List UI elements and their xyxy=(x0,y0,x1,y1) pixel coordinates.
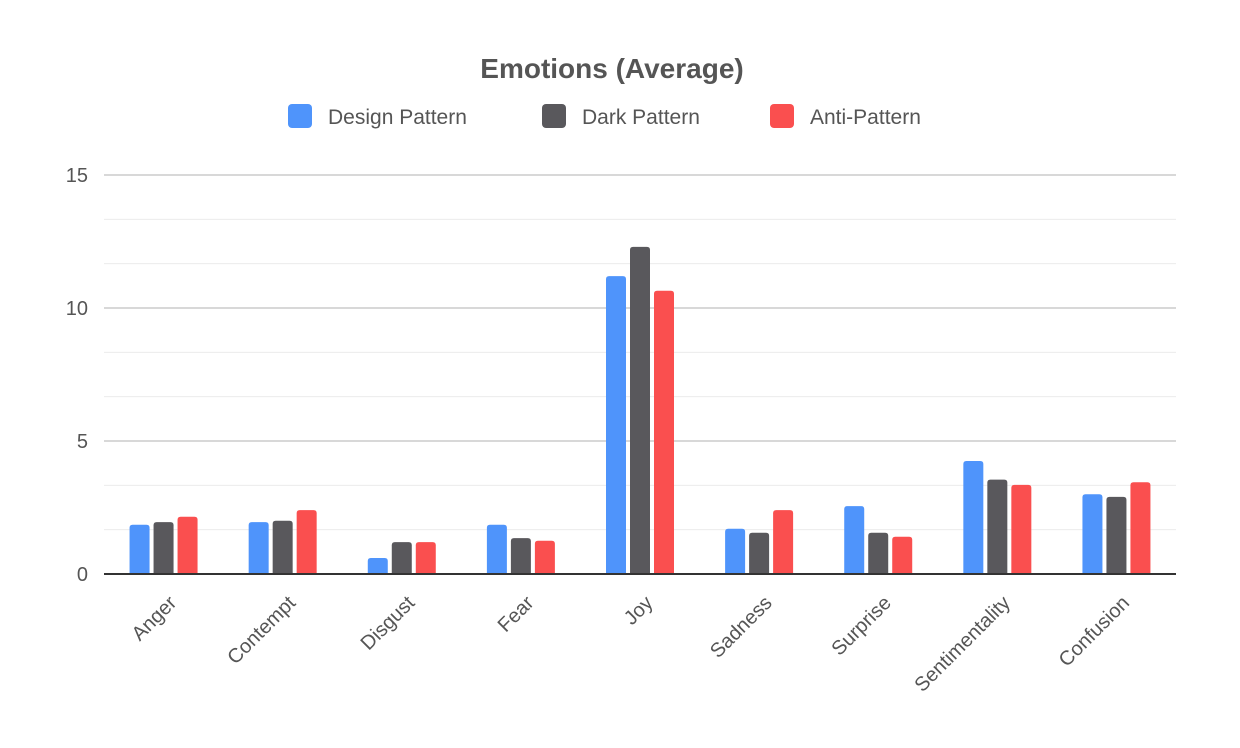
legend-label: Anti-Pattern xyxy=(810,106,921,129)
bar-anti-pattern-sadness xyxy=(773,510,794,574)
bar-anti-pattern-anger xyxy=(177,516,198,574)
legend-swatch xyxy=(770,104,794,128)
bar-design-pattern-fear xyxy=(486,524,507,574)
x-tick-label: Confusion xyxy=(1055,592,1134,671)
bar-design-pattern-sentimentality xyxy=(963,460,984,574)
bar-anti-pattern-disgust xyxy=(415,542,436,574)
bar-dark-pattern-fear xyxy=(510,538,531,574)
bar-dark-pattern-sadness xyxy=(749,532,770,574)
bar-design-pattern-sadness xyxy=(725,528,746,574)
x-axis: Anger Contempt Disgust Fear Joy Sadness Surpri… xyxy=(128,592,1134,697)
x-tick-label: Sentimentality xyxy=(910,592,1014,696)
bar-dark-pattern-sentimentality xyxy=(987,479,1008,574)
y-tick-label: 0 xyxy=(77,564,88,586)
bar-design-pattern-surprise xyxy=(844,506,865,574)
legend: Design Pattern Dark Pattern Anti-Pattern xyxy=(288,104,921,129)
legend-label: Dark Pattern xyxy=(582,106,700,129)
bar-dark-pattern-disgust xyxy=(391,542,412,574)
legend-swatch xyxy=(288,104,312,128)
bar-dark-pattern-joy xyxy=(630,246,650,574)
bar-dark-pattern-surprise xyxy=(868,532,889,574)
bar-design-pattern-contempt xyxy=(248,522,269,574)
bar-dark-pattern-confusion xyxy=(1106,496,1127,574)
y-axis: 0 5 10 15 xyxy=(66,165,88,586)
y-tick-label: 15 xyxy=(66,165,88,187)
y-tick-label: 10 xyxy=(66,298,88,320)
bar-design-pattern-confusion xyxy=(1082,494,1103,574)
bars xyxy=(129,246,1151,574)
chart-title: Emotions (Average) xyxy=(480,53,743,84)
bar-anti-pattern-surprise xyxy=(892,536,913,574)
bar-anti-pattern-contempt xyxy=(296,510,317,574)
bar-design-pattern-anger xyxy=(129,524,150,574)
x-tick-label: Sadness xyxy=(706,592,777,663)
bar-anti-pattern-confusion xyxy=(1130,482,1151,574)
bar-design-pattern-joy xyxy=(606,276,626,574)
y-tick-label: 5 xyxy=(77,431,88,453)
x-tick-label: Surprise xyxy=(828,592,896,660)
bar-anti-pattern-sentimentality xyxy=(1011,484,1032,574)
bar-dark-pattern-contempt xyxy=(272,520,293,574)
x-tick-label: Joy xyxy=(620,592,658,630)
bar-anti-pattern-joy xyxy=(654,290,674,574)
x-tick-label: Fear xyxy=(494,592,539,637)
x-tick-label: Disgust xyxy=(357,592,420,655)
x-tick-label: Contempt xyxy=(223,592,300,669)
bar-design-pattern-disgust xyxy=(367,558,388,574)
bar-dark-pattern-anger xyxy=(153,522,174,574)
bar-anti-pattern-fear xyxy=(534,540,555,574)
x-tick-label: Anger xyxy=(128,592,182,646)
legend-swatch xyxy=(542,104,566,128)
legend-label: Design Pattern xyxy=(328,106,467,129)
